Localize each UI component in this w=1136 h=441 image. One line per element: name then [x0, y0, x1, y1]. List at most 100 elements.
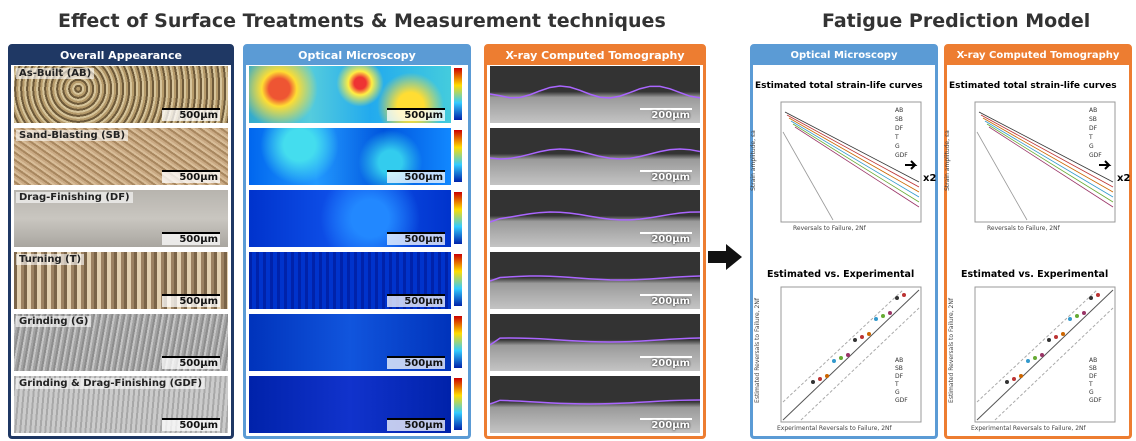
scale-bar: 200µm [640, 294, 692, 307]
legend-entry: GDF [1089, 152, 1102, 159]
arrow [708, 244, 742, 270]
ct-slice: 200µm [490, 66, 700, 123]
ct-profile [490, 148, 700, 160]
scale-bar: 500µm [387, 356, 445, 369]
heatmap: 500µm [249, 252, 451, 309]
ct-profile [490, 337, 700, 346]
scale-bar: 500µm [162, 418, 220, 431]
legend-entry: SB [895, 116, 903, 123]
panel-header: Optical Microscopy [246, 47, 468, 65]
plot-title: Estimated total strain-life curves [949, 81, 1117, 91]
legend-entry: GDF [895, 152, 908, 159]
scale-bar: 200µm [640, 108, 692, 121]
heatmap: 500µm [249, 376, 451, 433]
legend-entry: SB [1089, 365, 1097, 372]
model-panel: Optical Microscopy Estimated total strain… [750, 44, 938, 439]
legend-entry: G [895, 389, 900, 396]
scale-bar: 500µm [387, 108, 445, 121]
colorbar [454, 316, 462, 368]
plot-title: Estimated vs. Experimental [767, 269, 915, 280]
model-panel: X-ray Computed Tomography Estimated total… [944, 44, 1132, 439]
x-axis-label: Reversals to Failure, 2Nf [793, 225, 866, 232]
heatmap: 500µm [249, 314, 451, 371]
sample-label: Sand-Blasting (SB) [16, 130, 129, 141]
colorbar [454, 68, 462, 120]
scale-bar: 500µm [162, 170, 220, 183]
plots [974, 101, 1116, 423]
legend-entry: DF [1089, 125, 1098, 132]
surface-photo: Sand-Blasting (SB) 500µm [14, 128, 228, 185]
legend-entry: G [1089, 389, 1094, 396]
heatmap: 500µm [249, 66, 451, 123]
ct-profile [490, 275, 700, 282]
ct-profile [490, 85, 700, 99]
panel-header: X-ray Computed Tomography [487, 47, 703, 65]
legend-entry: AB [1089, 107, 1098, 114]
scale-bar: 500µm [387, 170, 445, 183]
panel-header: X-ray Computed Tomography [947, 47, 1129, 65]
ct-slice: 200µm [490, 252, 700, 309]
right-title: Fatigue Prediction Model [822, 10, 1091, 32]
scale-bar: 500µm [162, 294, 220, 307]
legend-entry: SB [895, 365, 903, 372]
sample-label: As-Built (AB) [16, 68, 95, 79]
legend-entry: G [1089, 143, 1094, 150]
x-axis-label: Experimental Reversals to Failure, 2Nf [777, 425, 892, 432]
y-axis-label: Estimated Reversals to Failure, 2Nf [947, 298, 955, 403]
legend-entry: GDF [1089, 397, 1102, 404]
legend-entry: DF [895, 125, 904, 132]
x-axis-label: Experimental Reversals to Failure, 2Nf [971, 425, 1086, 432]
plots [780, 101, 922, 423]
plot-title: Estimated vs. Experimental [961, 269, 1109, 280]
scale-bar: 500µm [387, 294, 445, 307]
note: x2 [1117, 173, 1131, 184]
sample-label: Turning (T) [16, 254, 85, 265]
y-axis-label: Estimated Reversals to Failure, 2Nf [753, 298, 761, 403]
legend-entry: T [895, 134, 899, 141]
ct-profile [490, 211, 700, 223]
legend-entry: AB [1089, 357, 1098, 364]
x-axis-label: Reversals to Failure, 2Nf [987, 225, 1060, 232]
scale-bar: 200µm [640, 232, 692, 245]
surface-photo: Turning (T) 500µm [14, 252, 228, 309]
legend-entry: GDF [895, 397, 908, 404]
surface-photo: Drag-Finishing (DF) 500µm [14, 190, 228, 247]
scale-bar: 500µm [387, 418, 445, 431]
colorbar [454, 130, 462, 182]
sample-label: Drag-Finishing (DF) [16, 192, 133, 203]
ct-slice: 200µm [490, 190, 700, 247]
legend-entry: DF [895, 373, 904, 380]
heatmap: 500µm [249, 190, 451, 247]
ct-profile [490, 399, 700, 405]
sample-label: Grinding & Drag-Finishing (GDF) [16, 378, 206, 389]
scale-bar: 200µm [640, 170, 692, 183]
surface-photo: Grinding & Drag-Finishing (GDF) 500µm [14, 376, 228, 433]
legend-entry: G [895, 143, 900, 150]
scale-bar: 500µm [162, 232, 220, 245]
panel: Optical Microscopy [243, 44, 471, 439]
surface-photo: As-Built (AB) 500µm [14, 66, 228, 123]
plot-title: Estimated total strain-life curves [755, 81, 923, 91]
legend-entry: DF [1089, 373, 1098, 380]
scale-bar: 200µm [640, 418, 692, 431]
colorbar [454, 378, 462, 430]
ct-slice: 200µm [490, 314, 700, 371]
panel-header: Overall Appearance [11, 47, 231, 65]
y-axis-label: Strain amplitude, εa [749, 130, 757, 191]
scale-bar: 200µm [640, 356, 692, 369]
scale-bar: 500µm [162, 356, 220, 369]
panel: Overall Appearance [8, 44, 234, 439]
legend-entry: T [1089, 381, 1093, 388]
ct-slice: 200µm [490, 376, 700, 433]
y-axis-label: Strain amplitude, εa [943, 130, 951, 191]
scale-bar: 500µm [162, 108, 220, 121]
note: x2 [923, 173, 937, 184]
colorbar [454, 254, 462, 306]
legend-entry: SB [1089, 116, 1097, 123]
surface-photo: Grinding (G) 500µm [14, 314, 228, 371]
sample-label: Grinding (G) [16, 316, 92, 327]
ct-slice: 200µm [490, 128, 700, 185]
legend-entry: AB [895, 357, 904, 364]
legend-entry: T [1089, 134, 1093, 141]
